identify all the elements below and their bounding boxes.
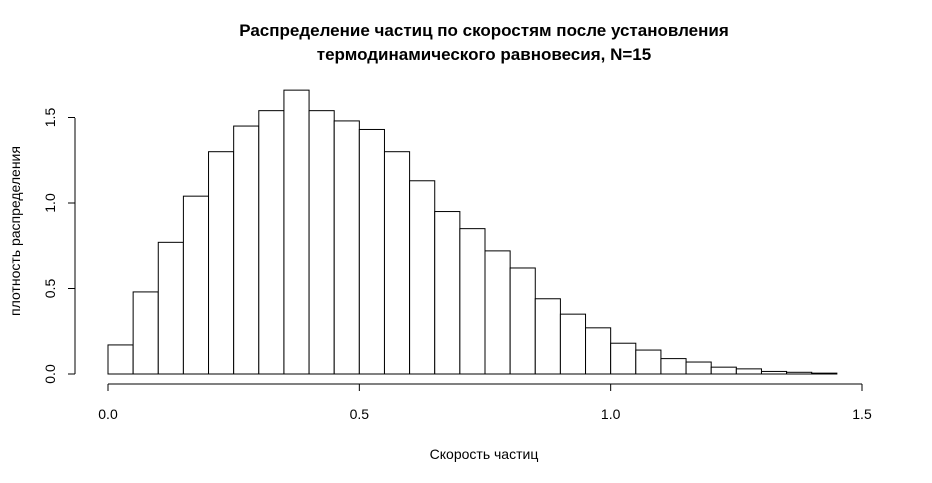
histogram-bars <box>107 89 838 375</box>
histogram-bar <box>258 110 285 375</box>
histogram-bar <box>559 313 587 375</box>
histogram-bar <box>107 344 134 375</box>
chart-title-line-1: Распределение частиц по скоростям после … <box>239 21 729 40</box>
y-tick-label: 0.5 <box>42 279 58 299</box>
histogram-bar <box>409 180 436 375</box>
histogram-bar <box>710 366 737 375</box>
x-tick-label: 0.0 <box>98 406 118 422</box>
x-tick-label: 1.5 <box>852 406 872 422</box>
histogram-bar <box>308 110 335 375</box>
histogram-bar <box>132 291 159 375</box>
histogram-bar <box>434 211 461 375</box>
histogram-bar <box>333 120 360 375</box>
histogram-bar <box>157 241 184 375</box>
chart-title-line-2: термодинамического равновесия, N=15 <box>317 45 651 64</box>
histogram-bar <box>534 298 561 375</box>
x-axis-label: Скорость частиц <box>430 446 539 462</box>
histogram-bar <box>585 327 612 375</box>
histogram-bar <box>484 250 511 375</box>
y-tick-label: 1.5 <box>42 108 58 128</box>
histogram-bar <box>233 125 260 375</box>
histogram-bar <box>283 89 310 375</box>
x-axis: 0.0 0.5 1.0 1.5 <box>98 383 872 422</box>
histogram-bar <box>509 267 536 375</box>
histogram-bar <box>685 361 712 375</box>
x-tick-label: 1.0 <box>601 406 621 422</box>
histogram-bar <box>208 151 235 375</box>
histogram-bar <box>610 342 637 375</box>
histogram-bar <box>635 349 662 375</box>
histogram-bar <box>358 128 385 375</box>
histogram-bar <box>383 151 411 375</box>
histogram-bar <box>660 358 687 375</box>
histogram-bar <box>459 228 486 375</box>
histogram-bar <box>182 195 210 375</box>
histogram-bar <box>811 372 838 375</box>
histogram-bar <box>786 371 813 375</box>
y-axis-label: плотность распределения <box>7 146 23 316</box>
histogram-bar <box>760 370 788 375</box>
y-tick-label: 0.0 <box>42 364 58 384</box>
x-tick-label: 0.5 <box>350 406 370 422</box>
y-axis: 0.0 0.5 1.0 1.5 <box>42 108 76 384</box>
y-tick-label: 1.0 <box>42 193 58 213</box>
histogram-bar <box>735 368 762 375</box>
